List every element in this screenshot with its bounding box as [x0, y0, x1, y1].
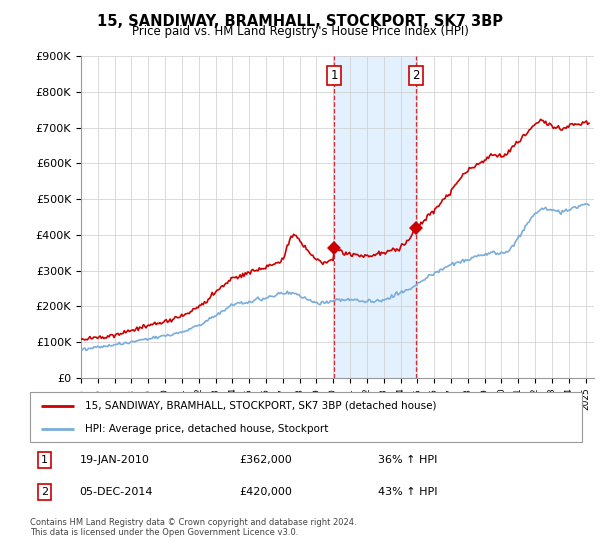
Text: 1: 1: [41, 455, 48, 465]
Text: 2: 2: [412, 69, 420, 82]
Text: Contains HM Land Registry data © Crown copyright and database right 2024.
This d: Contains HM Land Registry data © Crown c…: [30, 518, 356, 538]
Text: 36% ↑ HPI: 36% ↑ HPI: [378, 455, 437, 465]
Text: 43% ↑ HPI: 43% ↑ HPI: [378, 487, 437, 497]
Bar: [334, 56, 416, 378]
Text: 15, SANDIWAY, BRAMHALL, STOCKPORT, SK7 3BP: 15, SANDIWAY, BRAMHALL, STOCKPORT, SK7 3…: [97, 14, 503, 29]
Text: £362,000: £362,000: [240, 455, 293, 465]
Text: HPI: Average price, detached house, Stockport: HPI: Average price, detached house, Stoc…: [85, 424, 329, 434]
Text: Price paid vs. HM Land Registry's House Price Index (HPI): Price paid vs. HM Land Registry's House …: [131, 25, 469, 38]
FancyBboxPatch shape: [30, 392, 582, 442]
Text: 2: 2: [41, 487, 48, 497]
Text: 1: 1: [331, 69, 338, 82]
Text: 15, SANDIWAY, BRAMHALL, STOCKPORT, SK7 3BP (detached house): 15, SANDIWAY, BRAMHALL, STOCKPORT, SK7 3…: [85, 400, 437, 410]
Text: 19-JAN-2010: 19-JAN-2010: [80, 455, 149, 465]
Text: 05-DEC-2014: 05-DEC-2014: [80, 487, 153, 497]
Text: £420,000: £420,000: [240, 487, 293, 497]
